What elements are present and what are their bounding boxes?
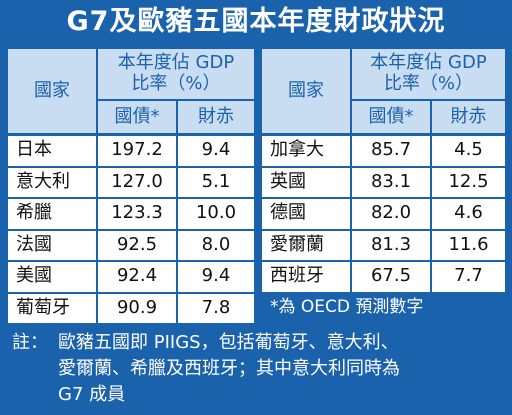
deficit-cell: 9.4 <box>178 262 254 292</box>
deficit-cell: 7.8 <box>178 293 254 323</box>
debt-cell: 92.5 <box>98 230 176 260</box>
ratio-header-line: 本年度佔 GDP <box>370 52 487 74</box>
note-line: 愛爾蘭、希臘及西班牙；其中意大利同時為 <box>58 358 400 379</box>
debt-cell: 197.2 <box>98 136 176 166</box>
country-cell: 美國 <box>8 262 96 292</box>
ratio-header: 本年度佔 GDP 比率（%） <box>352 49 505 99</box>
debt-header: 國債* <box>352 101 430 133</box>
debt-cell: 82.0 <box>352 199 430 229</box>
deficit-cell: 8.0 <box>178 230 254 260</box>
country-cell: 葡萄牙 <box>8 293 96 323</box>
debt-cell: 83.1 <box>352 167 430 197</box>
note-line: G7 成員 <box>58 384 126 405</box>
deficit-cell: 4.5 <box>432 136 505 166</box>
deficit-header: 財赤 <box>432 101 505 133</box>
ratio-header-line: 本年度佔 GDP <box>117 52 235 74</box>
deficit-cell: 9.4 <box>178 136 254 166</box>
country-cell: 加拿大 <box>262 136 350 166</box>
deficit-cell: 12.5 <box>432 167 505 197</box>
country-header: 國家 <box>262 49 350 133</box>
country-cell: 英國 <box>262 167 350 197</box>
debt-cell: 81.3 <box>352 230 430 260</box>
country-cell: 日本 <box>8 136 96 166</box>
debt-cell: 90.9 <box>98 293 176 323</box>
deficit-cell: 5.1 <box>178 167 254 197</box>
country-cell: 德國 <box>262 199 350 229</box>
debt-cell: 92.4 <box>98 262 176 292</box>
deficit-cell: 7.7 <box>432 262 505 292</box>
footnote: *為 OECD 預測數字 <box>270 297 424 318</box>
note-line: 歐豬五國即 PIIGS，包括葡萄牙、意大利、 <box>58 332 399 353</box>
country-header: 國家 <box>8 49 96 133</box>
deficit-cell: 10.0 <box>178 199 254 229</box>
debt-cell: 67.5 <box>352 262 430 292</box>
country-cell: 意大利 <box>8 167 96 197</box>
note-label: 註： <box>12 332 48 353</box>
deficit-cell: 11.6 <box>432 230 505 260</box>
ratio-header-line: 比率（%） <box>383 73 474 94</box>
debt-cell: 123.3 <box>98 199 176 229</box>
ratio-header-line: 比率（%） <box>131 73 221 94</box>
country-cell: 西班牙 <box>262 262 350 292</box>
country-cell: 愛爾蘭 <box>262 230 350 260</box>
country-cell: 希臘 <box>8 199 96 229</box>
ratio-header: 本年度佔 GDP 比率（%） <box>98 49 254 99</box>
deficit-header: 財赤 <box>178 101 254 133</box>
debt-cell: 85.7 <box>352 136 430 166</box>
deficit-cell: 4.6 <box>432 199 505 229</box>
debt-cell: 127.0 <box>98 167 176 197</box>
country-cell: 法國 <box>8 230 96 260</box>
title: G7及歐豬五國本年度財政狀況 <box>66 6 446 37</box>
debt-header: 國債* <box>98 101 176 133</box>
